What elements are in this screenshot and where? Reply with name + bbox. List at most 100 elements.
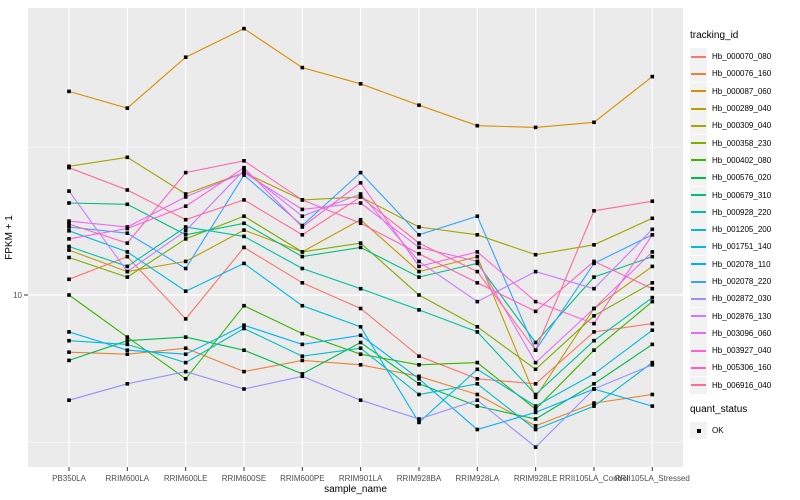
data-point — [592, 330, 596, 334]
data-point — [67, 237, 71, 241]
legend-label: Hb_002872_030 — [712, 294, 772, 304]
data-point — [242, 198, 246, 202]
data-point — [242, 165, 246, 170]
data-point — [533, 382, 538, 386]
data-point — [417, 374, 421, 379]
data-point — [242, 221, 246, 226]
data-point — [475, 259, 480, 264]
data-point — [650, 328, 655, 332]
legend-key-line-icon — [690, 82, 707, 100]
data-point — [242, 326, 246, 331]
data-point — [300, 250, 305, 254]
data-point — [475, 427, 480, 432]
data-point — [475, 325, 480, 329]
data-point — [475, 404, 480, 408]
data-point — [125, 382, 130, 386]
data-point — [125, 202, 130, 207]
legend-item-ok: OK — [690, 422, 798, 440]
data-point — [417, 103, 421, 107]
data-point — [242, 261, 246, 266]
data-point — [533, 404, 538, 408]
data-point — [533, 360, 538, 365]
data-point — [125, 264, 130, 269]
legend-label: Hb_000358_230 — [712, 138, 772, 148]
legend-label: Hb_003927_040 — [712, 346, 772, 356]
data-point — [125, 254, 130, 259]
data-point — [592, 209, 596, 213]
data-point — [300, 342, 305, 347]
data-point — [533, 392, 538, 397]
legend-color-line-icon — [691, 90, 706, 93]
data-point — [417, 417, 421, 421]
data-point — [125, 269, 130, 274]
x-tick-label: RRIM928LE — [514, 474, 558, 483]
y-axis-title: FPKM + 1 — [4, 215, 15, 260]
data-point — [242, 214, 246, 218]
data-point — [475, 269, 480, 274]
legend-item-Hb_002078_220: Hb_002078_220 — [690, 273, 798, 290]
data-point — [358, 221, 363, 226]
legend-label: Hb_000076_160 — [712, 69, 772, 79]
data-point — [533, 299, 538, 304]
legend-color-line-icon — [691, 245, 706, 248]
data-point — [592, 321, 596, 326]
data-point — [358, 346, 363, 350]
x-axis-title: sample_name — [324, 484, 387, 495]
black-square-point-icon — [696, 428, 701, 433]
data-point — [183, 377, 188, 381]
legend-key-line-icon — [690, 324, 707, 342]
data-point — [475, 367, 480, 372]
data-point — [242, 369, 246, 374]
data-point — [242, 168, 246, 172]
data-point — [650, 254, 655, 259]
data-point — [300, 207, 305, 212]
legend-key-line-icon — [690, 134, 707, 152]
data-point — [533, 252, 538, 257]
legend-item-Hb_003927_040: Hb_003927_040 — [690, 342, 798, 360]
data-point — [183, 289, 188, 293]
data-point — [417, 251, 421, 256]
data-point — [242, 234, 246, 239]
legend-key-line-icon — [690, 100, 707, 118]
data-point — [533, 407, 538, 411]
legend-color-line-icon — [691, 211, 706, 214]
data-point — [533, 309, 538, 314]
data-point — [417, 269, 421, 274]
data-point — [417, 241, 421, 245]
data-point — [125, 275, 130, 279]
data-point — [242, 303, 246, 308]
data-point — [125, 106, 130, 110]
data-point — [67, 222, 71, 226]
data-point — [650, 342, 655, 347]
plot-panel — [28, 8, 683, 467]
data-point — [417, 233, 421, 237]
data-point — [650, 363, 655, 367]
data-point — [592, 286, 596, 291]
data-point — [475, 123, 480, 128]
legend-key-line-icon — [690, 151, 707, 169]
x-tick-label: RRIM600PE — [280, 474, 324, 483]
data-point — [417, 259, 421, 264]
data-point — [242, 245, 246, 250]
data-point — [417, 354, 421, 358]
data-point — [125, 155, 130, 160]
legend-color-line-icon — [691, 366, 706, 369]
legend-color-line-icon — [691, 124, 706, 127]
x-tick-label: RRIM928LA — [456, 474, 500, 483]
data-point — [242, 228, 246, 232]
x-tick-label: PB350LA — [52, 474, 86, 483]
data-point — [67, 89, 71, 94]
data-point — [358, 333, 363, 338]
data-point — [183, 192, 188, 196]
data-point — [300, 266, 305, 271]
data-point — [125, 348, 130, 352]
data-point — [183, 346, 188, 350]
legend-title-tracking-id: tracking_id — [690, 30, 739, 41]
data-point — [300, 214, 305, 218]
legend-label: Hb_000402_080 — [712, 155, 772, 165]
data-point — [358, 82, 363, 86]
legend-key-line-icon — [690, 48, 707, 66]
data-point — [183, 55, 188, 59]
data-point — [475, 214, 480, 218]
legend-color-line-icon — [691, 297, 706, 300]
